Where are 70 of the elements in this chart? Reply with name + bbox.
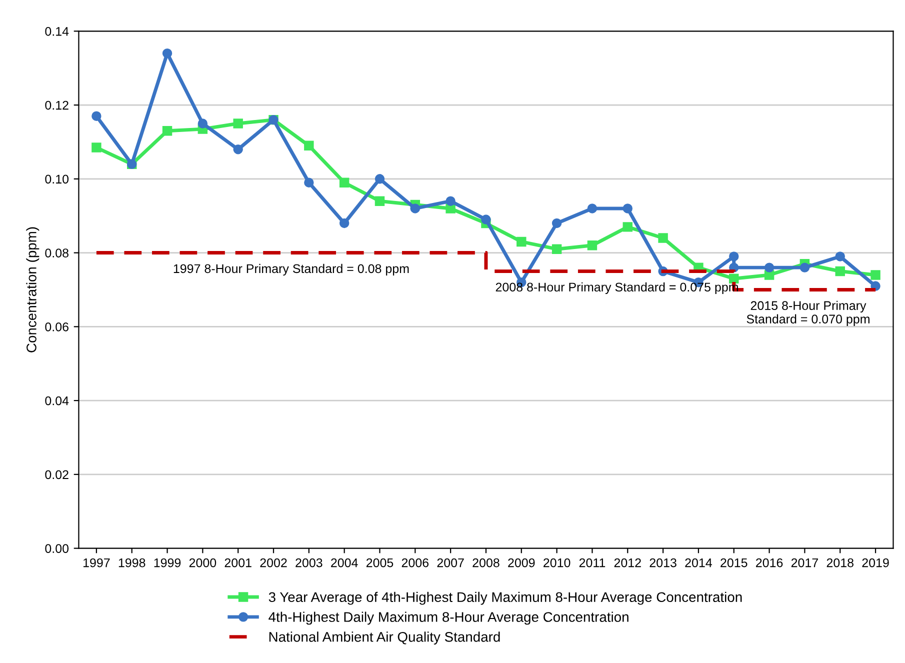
y-tick-label: 0.04	[45, 396, 69, 406]
y-tick-label: 0.14	[45, 26, 69, 36]
point	[446, 204, 456, 214]
x-tick-label: 1999	[154, 558, 181, 568]
x-tick-label: 2002	[260, 558, 287, 568]
y-tick-label: 0.12	[45, 100, 68, 110]
point	[729, 274, 739, 284]
legend-label: 4th-Highest Daily Maximum 8-Hour Average Concentration	[268, 612, 628, 625]
x-tick-label: 1997	[83, 558, 110, 568]
x-tick-label: 2012	[614, 558, 641, 568]
point	[800, 262, 810, 272]
point	[622, 222, 632, 232]
x-tick-label: 2004	[331, 558, 358, 568]
x-tick-label: 2003	[296, 558, 322, 568]
point	[587, 204, 598, 214]
x-tick-label: 2016	[756, 558, 783, 568]
point	[374, 196, 385, 206]
y-tick-label: 0.06	[45, 322, 68, 332]
y-tick-label: 0.10	[45, 174, 69, 184]
annotation: 2015 8-Hour Primary Standard = 0.070 ppm	[746, 300, 870, 326]
annotation: 1997 8-Hour Primary Standard = 0.08 ppm	[174, 264, 409, 276]
point	[162, 48, 172, 58]
x-tick-label: 2011	[579, 558, 606, 568]
point	[764, 262, 774, 272]
x-tick-label: 2006	[402, 558, 429, 568]
point	[835, 252, 845, 262]
x-tick-label: 1998	[118, 558, 146, 568]
point	[622, 204, 632, 214]
point	[162, 126, 172, 136]
point	[339, 178, 350, 188]
x-tick-label: 2019	[862, 558, 889, 568]
point	[870, 270, 880, 280]
y-tick-label: 0.00	[45, 544, 69, 553]
x-tick-label: 2000	[189, 558, 216, 568]
point	[198, 118, 208, 128]
point	[552, 218, 562, 228]
x-tick-label: 2017	[791, 558, 818, 568]
x-tick-label: 2009	[508, 558, 535, 568]
x-tick-label: 2013	[650, 558, 676, 568]
legend-label: 3 Year Average of 4th-Highest Daily Maximum 8-Hour Average Concentration	[268, 592, 742, 605]
point	[481, 214, 491, 224]
x-tick-label: 2014	[685, 558, 712, 568]
point	[516, 236, 526, 247]
point	[339, 218, 350, 228]
y-axis-title: Concentration (ppm)	[26, 227, 40, 352]
x-tick-label: 2018	[826, 558, 854, 568]
point	[552, 244, 562, 254]
point	[446, 196, 456, 206]
x-tick-label: 2007	[437, 558, 464, 568]
point	[587, 240, 598, 250]
annotation: 2008 8-Hour Primary Standard = 0.075 ppm	[496, 282, 738, 294]
point	[835, 266, 845, 276]
point	[233, 118, 243, 128]
point	[374, 174, 385, 184]
x-tick-label: 2001	[224, 558, 252, 568]
point	[92, 142, 102, 152]
x-tick-label: 2015	[720, 558, 748, 568]
x-tick-label: 2008	[472, 558, 500, 568]
x-tick-label: 2010	[544, 558, 570, 568]
y-tick-label: 0.02	[45, 470, 68, 480]
point	[304, 140, 314, 151]
point	[729, 252, 739, 262]
point	[410, 204, 420, 214]
point	[92, 111, 102, 121]
legend-label: National Ambient Air Quality Standard	[269, 632, 500, 645]
point	[658, 233, 668, 243]
point	[233, 144, 243, 154]
x-tick-label: 2005	[366, 558, 394, 568]
y-tick-label: 0.08	[45, 248, 68, 258]
point	[304, 178, 314, 188]
